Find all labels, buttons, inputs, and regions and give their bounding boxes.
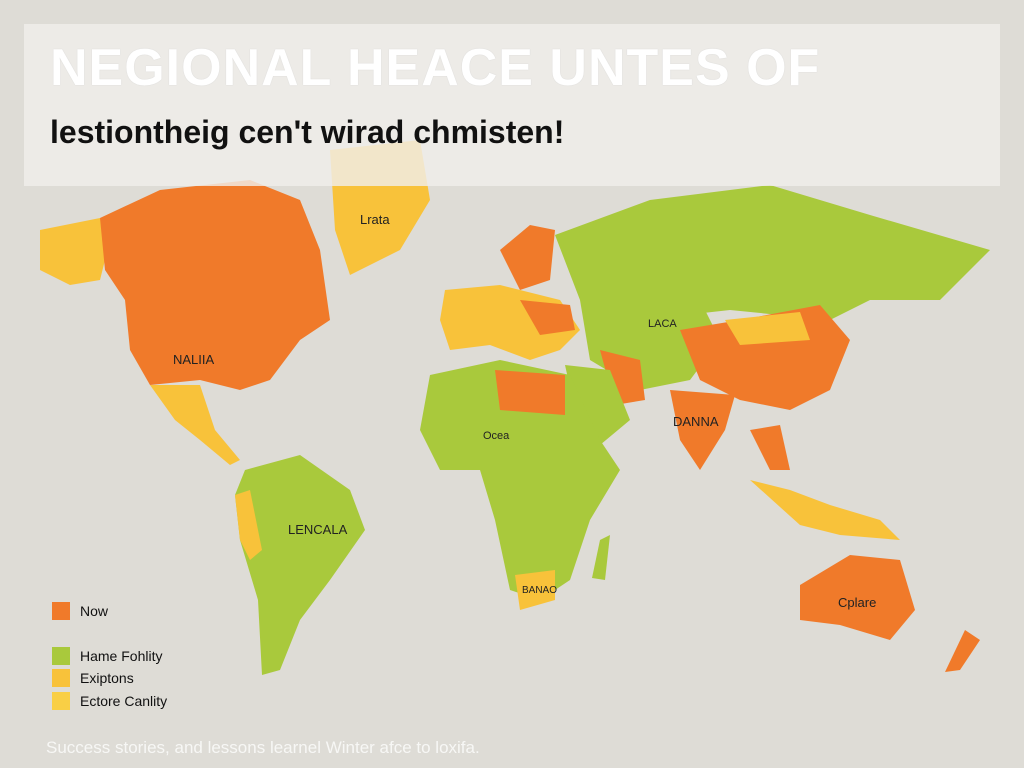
legend-swatch [52, 602, 70, 620]
map-label-north-america: NALIIA [173, 352, 215, 367]
legend-item: Ectore Canlity [52, 692, 167, 710]
map-label-south-america: LENCALA [288, 522, 348, 537]
region-madagascar [592, 535, 610, 580]
region-africa [420, 360, 620, 600]
map-label-australia: Cplare [838, 595, 877, 610]
legend-item: Exiptons [52, 669, 134, 687]
region-indonesia [750, 480, 900, 540]
map-label-greenland: Lrata [360, 212, 390, 227]
page-title: NEGIONAL HEACE UNTES OF [50, 39, 821, 97]
region-australia [800, 555, 915, 640]
region-arabia [565, 365, 630, 445]
title-banner [24, 24, 1000, 186]
legend-label: Hame Fohlity [80, 648, 163, 664]
region-new-zealand [945, 630, 980, 672]
region-russia [555, 185, 990, 320]
map-label-central-asia: LACA [648, 318, 677, 330]
region-china [680, 305, 850, 410]
region-north-america [100, 180, 330, 390]
region-se-asia [750, 425, 790, 470]
legend-swatch [52, 692, 70, 710]
region-mexico [150, 385, 240, 465]
region-peru [235, 490, 262, 560]
region-south-africa [515, 570, 555, 610]
region-east-europe [520, 300, 575, 335]
legend-item: Now [52, 602, 108, 620]
map-label-southern-africa: BANAO [522, 585, 558, 596]
legend-swatch [52, 647, 70, 665]
region-alaska [40, 218, 110, 285]
region-india [670, 390, 735, 470]
region-mongolia [725, 312, 810, 345]
legend-label: Ectore Canlity [80, 693, 168, 709]
legend-label: Now [80, 603, 109, 619]
legend-label: Exiptons [80, 670, 134, 686]
region-scandinavia [500, 225, 555, 290]
map-label-india: DANNA [673, 414, 719, 429]
region-south-america [235, 455, 365, 675]
legend-swatch [52, 669, 70, 687]
page-subtitle: lestiontheig cen't wirad chmisten! [50, 114, 565, 150]
region-north-africa [495, 370, 565, 415]
map-label-west-africa: Ocea [483, 430, 510, 442]
footer-caption: Success stories, and lessons learnel Win… [46, 738, 480, 757]
legend-item: Hame Fohlity [52, 647, 162, 665]
